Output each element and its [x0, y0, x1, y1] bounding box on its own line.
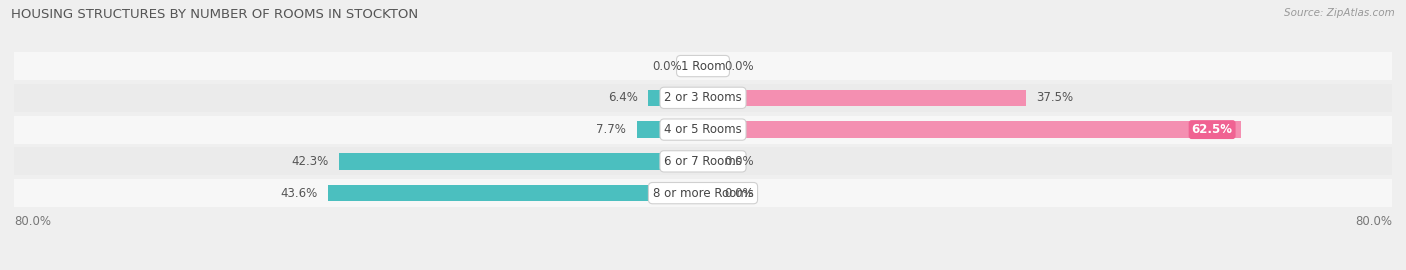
Bar: [14, 179, 1392, 207]
Bar: [339, 153, 703, 170]
Bar: [637, 121, 703, 138]
Text: 6 or 7 Rooms: 6 or 7 Rooms: [664, 155, 742, 168]
Bar: [328, 185, 703, 201]
Text: 7.7%: 7.7%: [596, 123, 626, 136]
Bar: [14, 116, 1392, 144]
Bar: [14, 147, 1392, 175]
Text: 37.5%: 37.5%: [1036, 91, 1073, 104]
Text: 0.0%: 0.0%: [724, 155, 754, 168]
Bar: [703, 121, 1241, 138]
Text: 2 or 3 Rooms: 2 or 3 Rooms: [664, 91, 742, 104]
Bar: [648, 90, 703, 106]
Bar: [14, 52, 1392, 80]
Bar: [14, 84, 1392, 112]
Text: 43.6%: 43.6%: [280, 187, 318, 200]
Bar: [703, 90, 1026, 106]
Text: 42.3%: 42.3%: [291, 155, 329, 168]
Text: 4 or 5 Rooms: 4 or 5 Rooms: [664, 123, 742, 136]
Text: 62.5%: 62.5%: [1192, 123, 1233, 136]
Text: 0.0%: 0.0%: [652, 60, 682, 73]
Text: 6.4%: 6.4%: [607, 91, 637, 104]
Text: 8 or more Rooms: 8 or more Rooms: [652, 187, 754, 200]
Text: 0.0%: 0.0%: [724, 60, 754, 73]
Text: HOUSING STRUCTURES BY NUMBER OF ROOMS IN STOCKTON: HOUSING STRUCTURES BY NUMBER OF ROOMS IN…: [11, 8, 419, 21]
Text: 80.0%: 80.0%: [1355, 215, 1392, 228]
Text: Source: ZipAtlas.com: Source: ZipAtlas.com: [1284, 8, 1395, 18]
Text: 80.0%: 80.0%: [14, 215, 51, 228]
Legend: Owner-occupied, Renter-occupied: Owner-occupied, Renter-occupied: [568, 266, 838, 270]
Text: 0.0%: 0.0%: [724, 187, 754, 200]
Text: 1 Room: 1 Room: [681, 60, 725, 73]
